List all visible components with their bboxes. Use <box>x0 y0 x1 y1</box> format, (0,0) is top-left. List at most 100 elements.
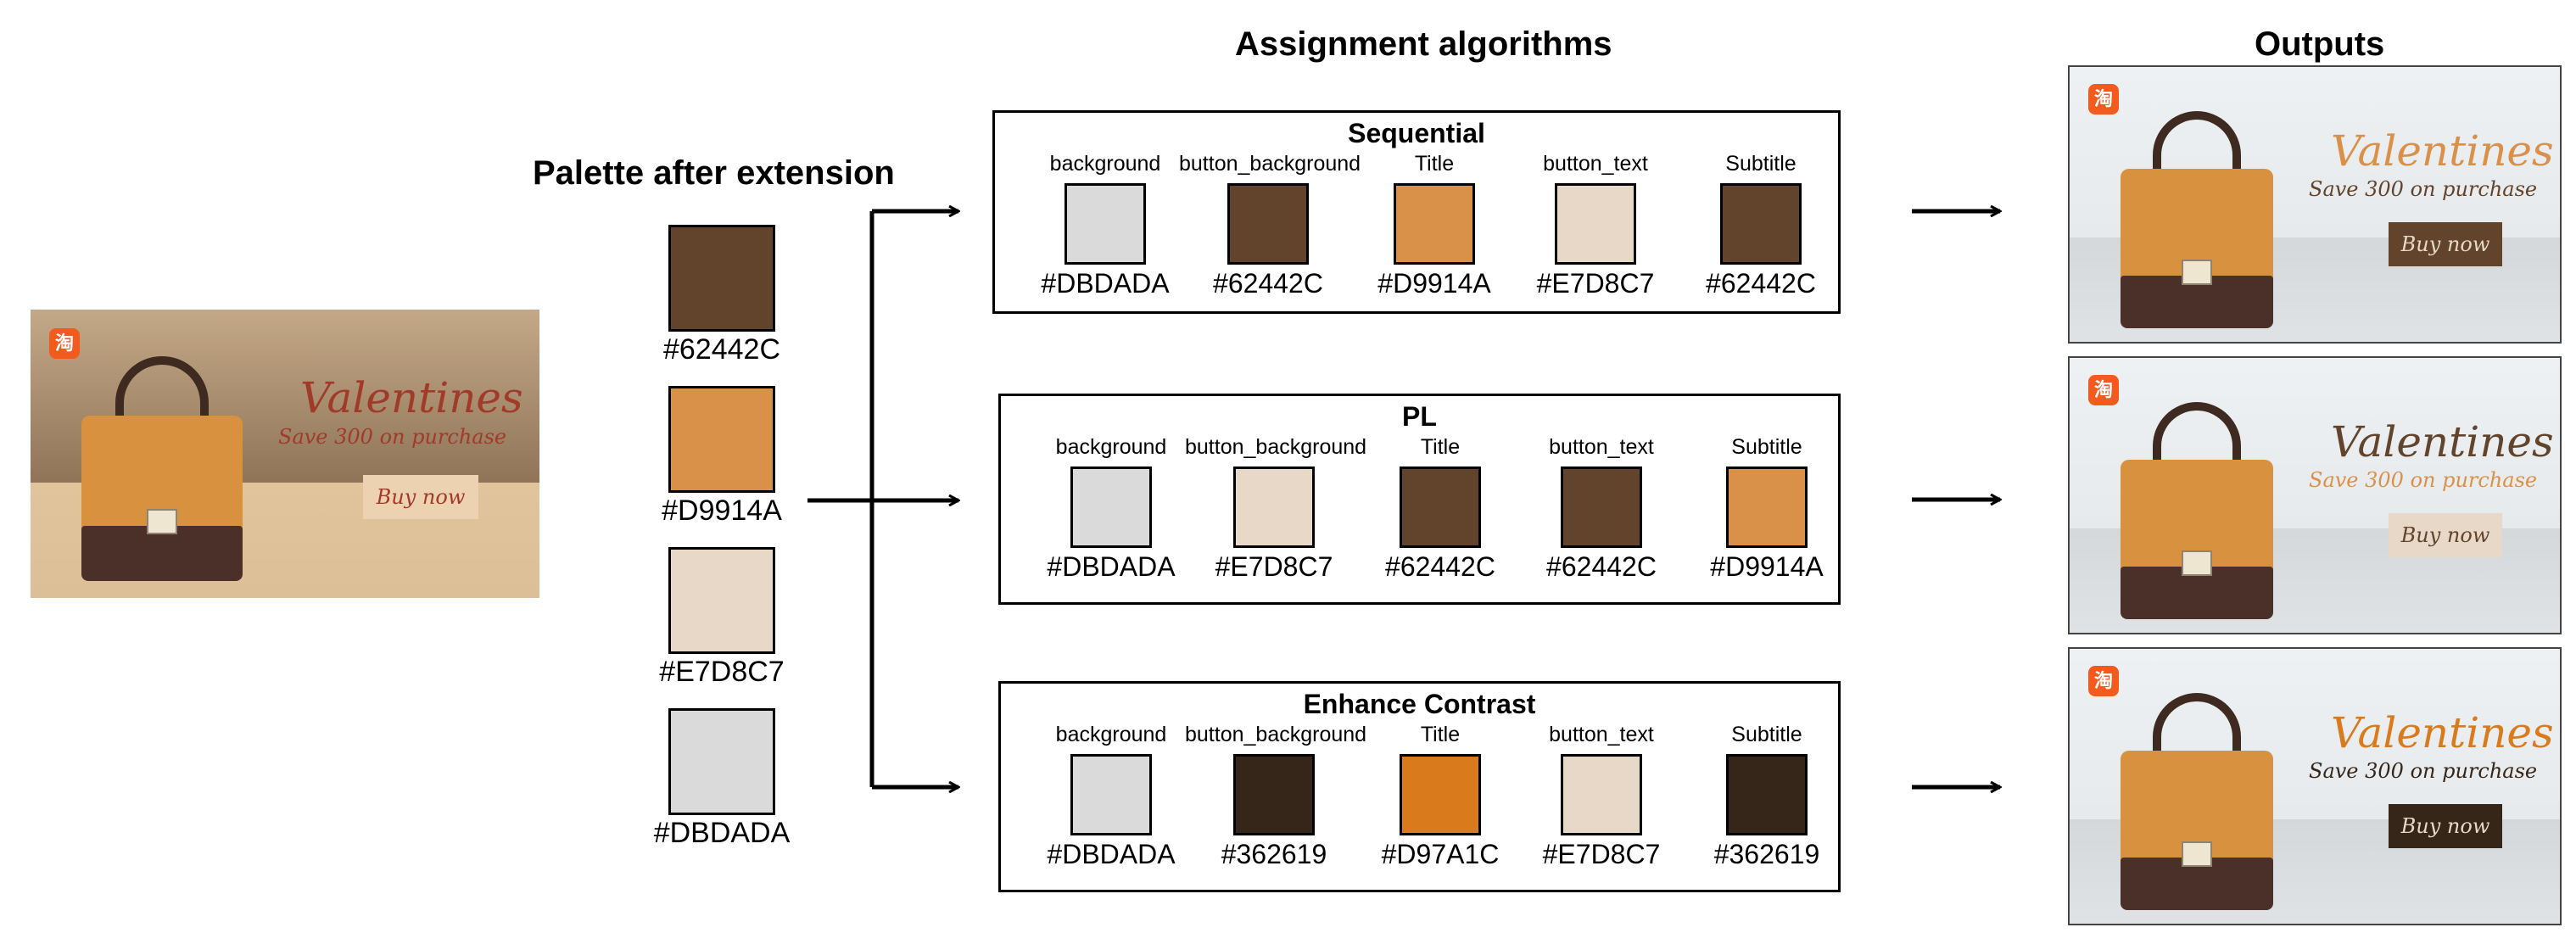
palette-swatch <box>668 225 775 332</box>
slot-role-label: Title <box>1420 435 1461 459</box>
handbag-image <box>2121 402 2273 619</box>
slot-hex-label: #D9914A <box>1377 268 1491 299</box>
output-buy-button: Buy now <box>2389 804 2502 848</box>
slot-hex-label: #62442C <box>1385 551 1495 582</box>
slot-role-label: button_background <box>1179 152 1361 176</box>
slot-swatch <box>1394 183 1475 265</box>
color-slot: Subtitle #362619 <box>1678 723 1856 870</box>
output-banner: 淘 Valentines Save 300 on purchase Buy no… <box>2068 647 2562 925</box>
slot-hex-label: #E7D8C7 <box>1542 839 1661 869</box>
algorithm-box: Sequential background #DBDADA button_backgr… <box>992 110 1841 314</box>
color-slot: button_text #62442C <box>1512 435 1690 583</box>
slot-swatch <box>1561 466 1642 548</box>
palette-heading: Palette after extension <box>533 154 895 192</box>
slot-swatch <box>1726 466 1808 548</box>
color-slot: Title #62442C <box>1351 435 1529 583</box>
slot-hex-label: #362619 <box>1221 839 1327 869</box>
color-slot: background #DBDADA <box>1016 152 1194 299</box>
slot-swatch <box>1227 183 1309 265</box>
slot-role-label: background <box>1049 152 1161 176</box>
color-slot: button_background #E7D8C7 <box>1185 435 1367 583</box>
slot-role-label: button_text <box>1543 152 1648 176</box>
output-title: Valentines <box>2331 417 2554 466</box>
handbag-image <box>2121 693 2273 910</box>
slot-role-label: button_background <box>1185 723 1367 746</box>
app-logo-icon: 淘 <box>2088 666 2119 696</box>
slot-hex-label: #E7D8C7 <box>1536 268 1655 299</box>
color-slot: background #DBDADA <box>1022 723 1200 870</box>
slot-role-label: Subtitle <box>1731 723 1802 746</box>
output-subtitle: Save 300 on purchase <box>2309 759 2538 783</box>
slot-swatch <box>1070 466 1152 548</box>
palette-swatch <box>668 386 775 493</box>
slot-role-label: button_text <box>1549 435 1654 459</box>
algorithm-box: Enhance Contrast background #DBDADA button_… <box>998 681 1841 892</box>
palette-swatch <box>668 547 775 654</box>
slot-swatch <box>1720 183 1802 265</box>
outputs-heading: Outputs <box>2255 25 2385 63</box>
slot-hex-label: #DBDADA <box>1041 268 1170 299</box>
slot-swatch <box>1233 466 1315 548</box>
slot-role-label: background <box>1055 435 1167 459</box>
app-logo-icon: 淘 <box>2088 375 2119 405</box>
color-slot: button_text #E7D8C7 <box>1512 723 1690 870</box>
color-slot: Title #D9914A <box>1345 152 1523 299</box>
slot-hex-label: #362619 <box>1713 839 1820 869</box>
slot-swatch <box>1400 466 1481 548</box>
palette-swatch <box>668 708 775 815</box>
palette-hex-label: #E7D8C7 <box>659 656 785 688</box>
slot-role-label: Title <box>1420 723 1461 746</box>
slot-hex-label: #62442C <box>1213 268 1323 299</box>
color-slot: Title #D97A1C <box>1351 723 1529 870</box>
input-title: Valentines <box>300 373 523 422</box>
slot-swatch <box>1233 754 1315 835</box>
color-slot: Subtitle #D9914A <box>1678 435 1856 583</box>
algorithms-heading: Assignment algorithms <box>1235 25 1612 63</box>
slot-swatch <box>1561 754 1642 835</box>
slot-hex-label: #D9914A <box>1710 551 1824 582</box>
color-slot: button_background #62442C <box>1179 152 1361 299</box>
slot-role-label: Title <box>1414 152 1455 176</box>
handbag-image <box>81 356 243 581</box>
output-subtitle: Save 300 on purchase <box>2309 177 2538 201</box>
slot-hex-label: #62442C <box>1706 268 1816 299</box>
slot-swatch <box>1555 183 1636 265</box>
slot-hex-label: #E7D8C7 <box>1215 551 1333 582</box>
slot-role-label: button_text <box>1549 723 1654 746</box>
slot-swatch <box>1064 183 1146 265</box>
output-banner: 淘 Valentines Save 300 on purchase Buy no… <box>2068 356 2562 634</box>
app-logo-icon: 淘 <box>2088 84 2119 115</box>
algorithm-title: PL <box>1402 401 1437 432</box>
output-banner: 淘 Valentines Save 300 on purchase Buy no… <box>2068 65 2562 344</box>
algorithm-title: Enhance Contrast <box>1303 689 1536 719</box>
input-buy-button: Buy now <box>363 475 478 519</box>
app-logo-icon: 淘 <box>49 328 80 359</box>
input-banner: 淘 Valentines Save 300 on purchase Buy no… <box>31 310 539 598</box>
slot-swatch <box>1070 754 1152 835</box>
output-buy-button: Buy now <box>2389 222 2502 266</box>
output-buy-button: Buy now <box>2389 513 2502 557</box>
palette-hex-label: #DBDADA <box>653 817 791 849</box>
slot-swatch <box>1400 754 1481 835</box>
color-slot: button_background #362619 <box>1185 723 1367 870</box>
algorithm-box: PL background #DBDADA button_background #E7D… <box>998 394 1841 605</box>
color-slot: Subtitle #62442C <box>1672 152 1850 299</box>
algorithm-title: Sequential <box>1348 118 1485 148</box>
slot-hex-label: #D97A1C <box>1381 839 1500 869</box>
output-subtitle: Save 300 on purchase <box>2309 468 2538 492</box>
palette-hex-label: #62442C <box>662 333 780 366</box>
color-slot: button_text #E7D8C7 <box>1506 152 1685 299</box>
slot-role-label: button_background <box>1185 435 1367 459</box>
slot-swatch <box>1726 754 1808 835</box>
output-title: Valentines <box>2331 126 2554 176</box>
palette-hex-label: #D9914A <box>662 494 782 527</box>
slot-role-label: Subtitle <box>1725 152 1796 176</box>
slot-hex-label: #DBDADA <box>1047 551 1176 582</box>
slot-hex-label: #62442C <box>1546 551 1657 582</box>
output-title: Valentines <box>2331 708 2554 757</box>
color-slot: background #DBDADA <box>1022 435 1200 583</box>
input-subtitle: Save 300 on purchase <box>278 425 507 449</box>
slot-hex-label: #DBDADA <box>1047 839 1176 869</box>
slot-role-label: Subtitle <box>1731 435 1802 459</box>
